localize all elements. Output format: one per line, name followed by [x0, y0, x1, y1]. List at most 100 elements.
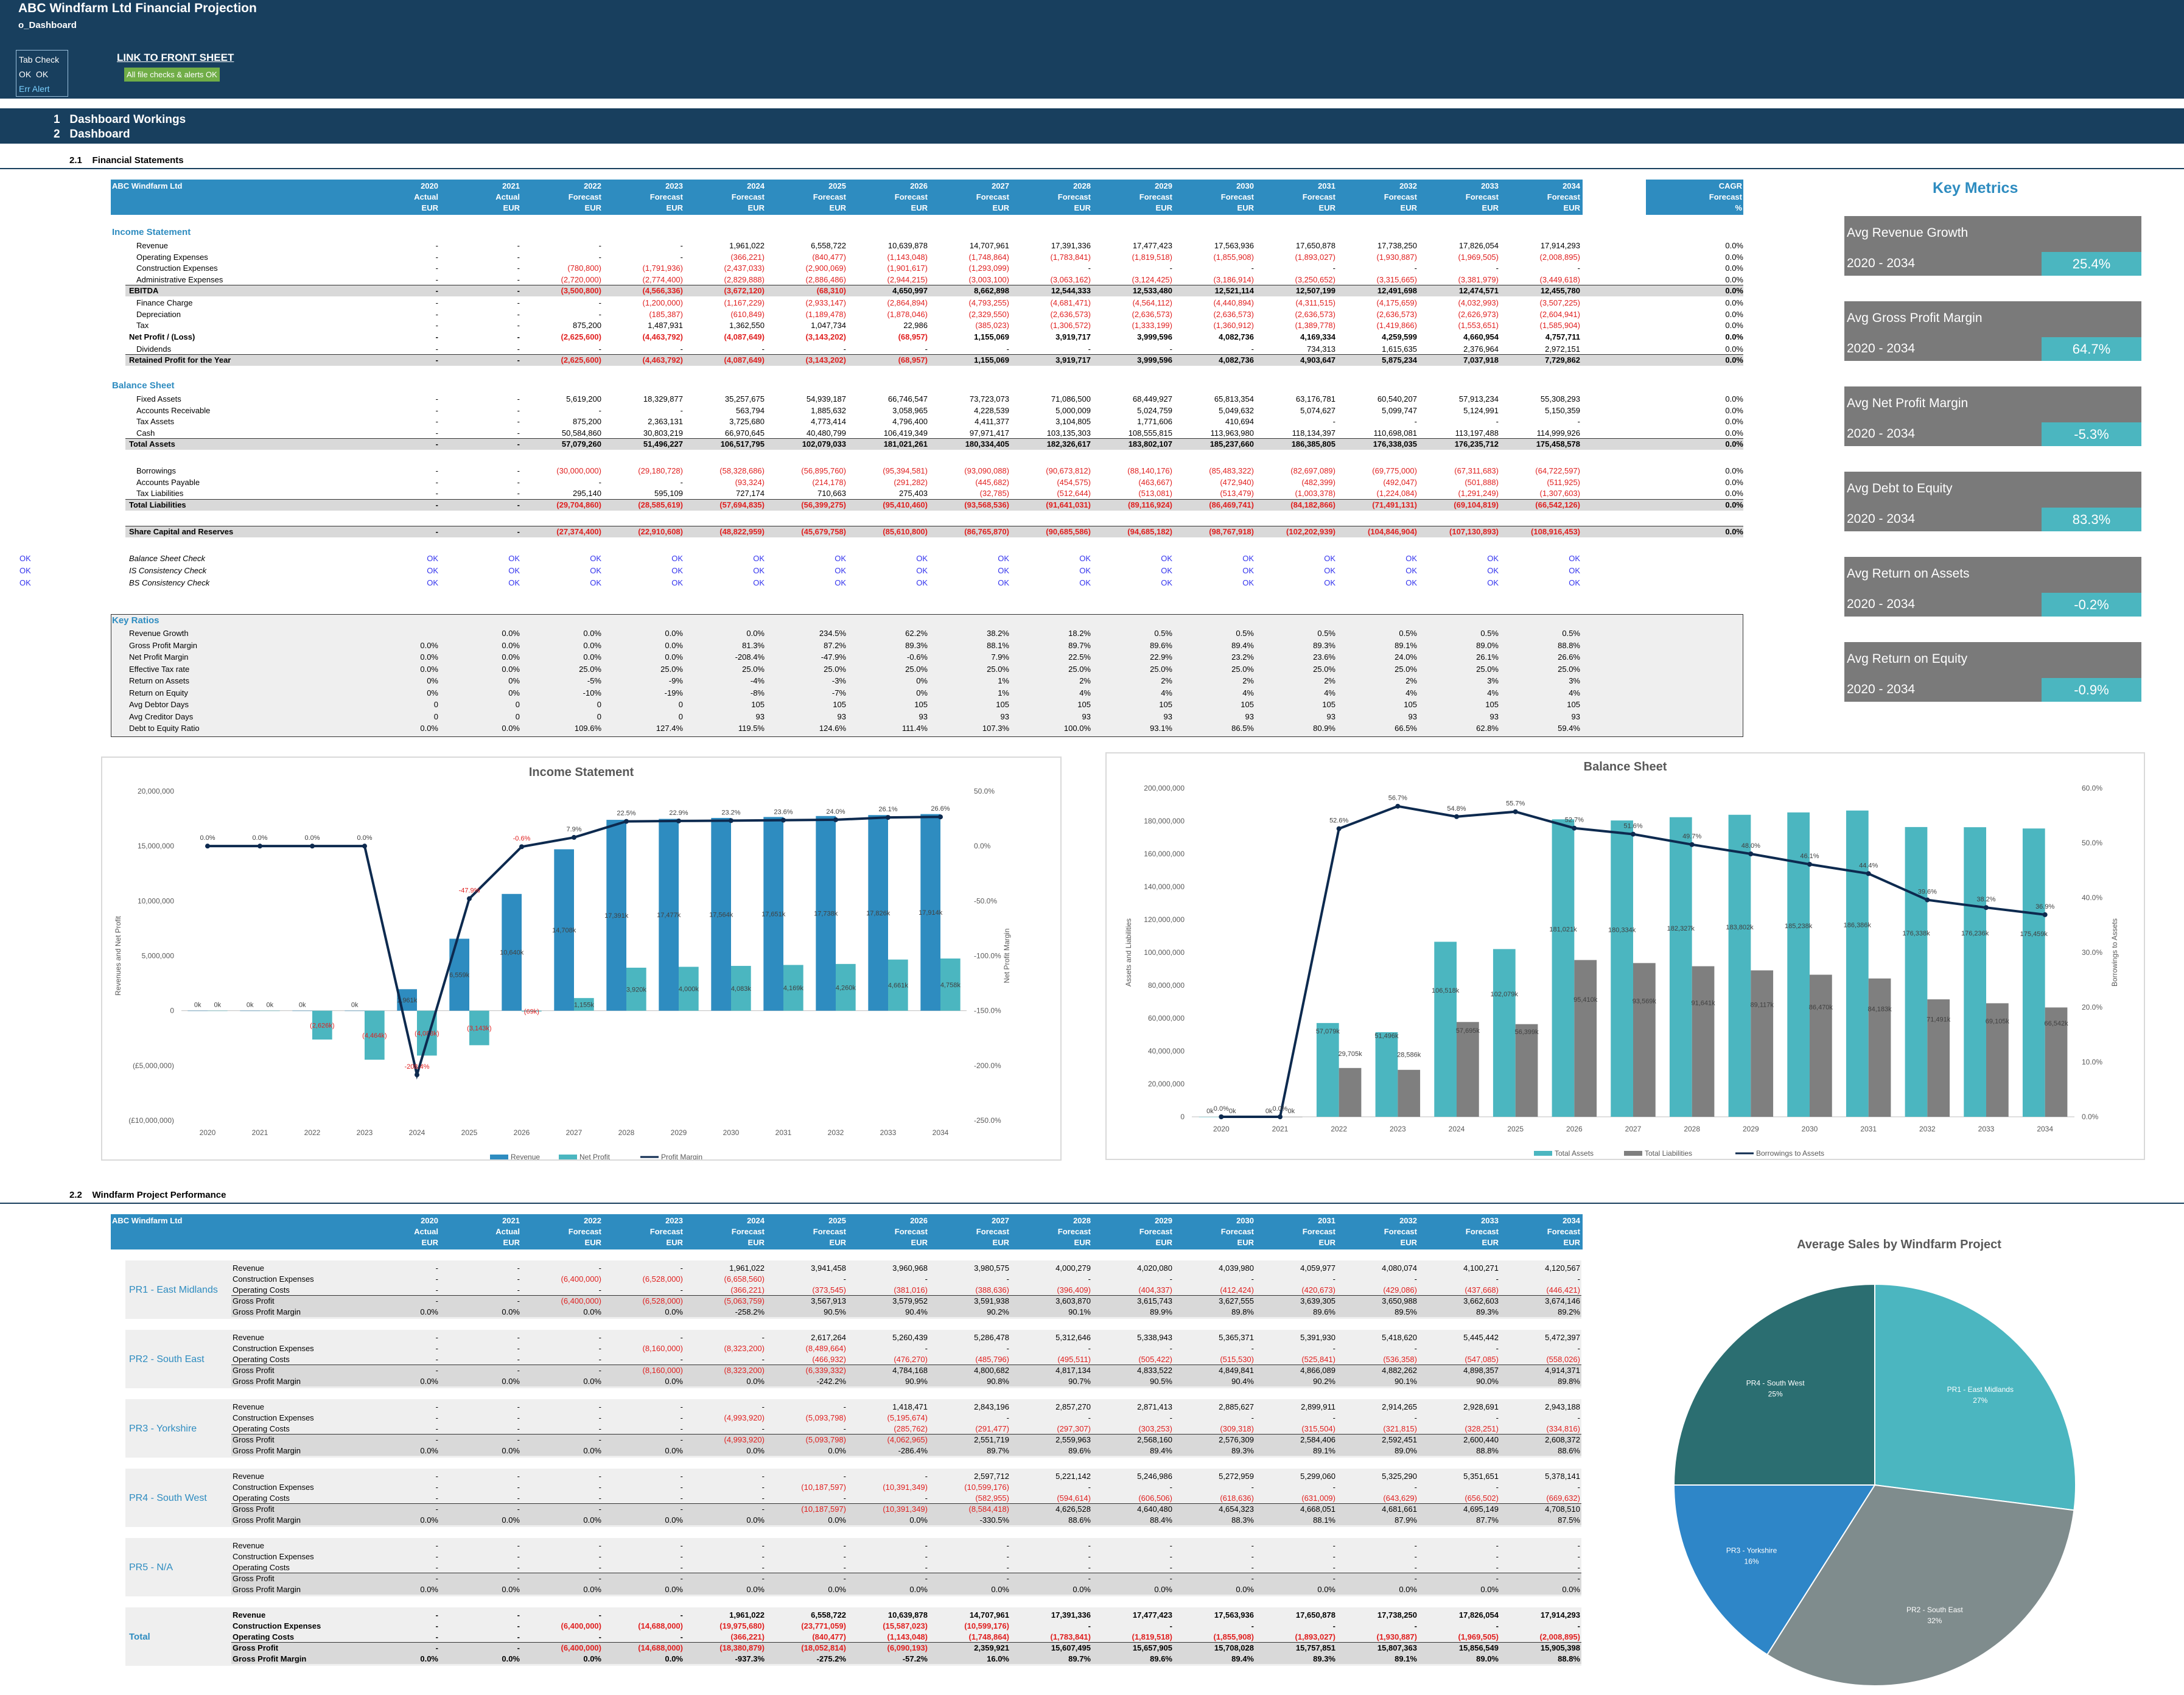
ratio-value: 0 [678, 711, 683, 721]
check-status: OK [998, 578, 1009, 587]
row-value: (95,410,460) [883, 500, 928, 509]
bar-data-label: 4,169k [783, 985, 804, 992]
nav-item-dashboard[interactable]: 2 Dashboard [54, 128, 130, 141]
project-row-value: 17,650,878 [1295, 1610, 1335, 1620]
column-type: Forecast [976, 192, 1009, 201]
bar-total-liabilities [1515, 1024, 1538, 1117]
project-row-value: 0.0% [502, 1515, 520, 1525]
x-tick-label: 2025 [1507, 1125, 1524, 1133]
row-value: - [435, 355, 438, 365]
nav-item-dashboard-workings[interactable]: 1 Dashboard Workings [54, 113, 186, 126]
project-row-value: 0.0% [583, 1377, 601, 1386]
gross-profit-highlight [231, 1375, 1581, 1386]
row-cagr: 0.0% [1725, 264, 1743, 273]
row-value: 3,919,717 [1055, 332, 1091, 341]
bar-data-label: 1,155k [574, 1001, 595, 1008]
line-point [572, 834, 576, 840]
ratio-value: 25.0% [1558, 664, 1580, 674]
project-row-value: - [1496, 1563, 1499, 1572]
ratio-value: 2% [1324, 676, 1335, 685]
row-cagr: 0.0% [1725, 439, 1743, 449]
column-type: Forecast [1057, 1227, 1091, 1236]
project-row-value: -57.2% [902, 1654, 928, 1663]
row-value: 4,796,400 [892, 417, 928, 426]
ratio-value: 0.0% [583, 640, 601, 650]
ratio-value: 4% [1161, 688, 1172, 697]
row-value: (2,944,215) [887, 274, 928, 284]
check-status: OK [1161, 578, 1172, 587]
project-row-value: (303,253) [1138, 1424, 1172, 1433]
ratio-value: -5% [587, 676, 601, 685]
project-row-value: - [1496, 1483, 1499, 1492]
project-row-value: 90.5% [1150, 1377, 1172, 1386]
row-value: (3,186,914) [1213, 274, 1255, 284]
row-value: (454,575) [1057, 477, 1091, 487]
column-type: Forecast [1547, 1227, 1580, 1236]
row-value: (3,500,800) [561, 286, 602, 295]
table-header-band: ABC Windfarm Ltd 2020 Actual EUR 2021 Actual E… [111, 1214, 1583, 1249]
row-value: - [435, 428, 438, 438]
project-row-value: (6,400,000) [561, 1621, 602, 1630]
project-row-value: - [761, 1402, 765, 1411]
project-row-value: - [435, 1494, 438, 1503]
project-row-value: 90.2% [987, 1307, 1009, 1316]
row-value: (1,819,518) [1132, 252, 1173, 262]
project-row-value: - [598, 1552, 601, 1561]
ratio-value: -8% [750, 688, 765, 697]
column-year: 2021 [502, 181, 520, 190]
project-row-value: 17,563,936 [1214, 1610, 1254, 1620]
bar-net-profit [836, 963, 856, 1011]
row-value: - [517, 439, 520, 449]
metric-label: Avg Gross Profit Margin [1847, 311, 1983, 325]
row-value: 17,650,878 [1295, 241, 1335, 250]
column-unit: EUR [584, 1238, 601, 1247]
project-row-label: Construction Expenses [233, 1413, 314, 1422]
y-tick-label: 100,000,000 [1144, 948, 1185, 957]
ratio-value: 1% [998, 676, 1009, 685]
row-value: - [435, 405, 438, 415]
column-year: 2023 [665, 181, 683, 190]
column-unit: EUR [503, 1238, 520, 1247]
ratio-value: 2% [1079, 676, 1091, 685]
row-label: Administrative Expenses [136, 274, 223, 284]
project-row-value: - [517, 1435, 520, 1444]
row-value: 12,474,571 [1458, 286, 1499, 295]
bar-net-profit [469, 1010, 489, 1046]
balance-sheet-chart: Balance Sheet 200,000,000 180,000,000 160,0… [1105, 752, 2145, 1160]
row-label: Finance Charge [136, 298, 193, 307]
project-row-value: 5,299,060 [1300, 1472, 1335, 1481]
project-row-value: -242.2% [816, 1377, 846, 1386]
row-value: 63,176,781 [1295, 394, 1335, 404]
ratio-value: -3% [831, 676, 846, 685]
row-value: (68,957) [898, 332, 928, 341]
row-value: - [435, 241, 438, 250]
row-value: 2,972,151 [1545, 344, 1580, 354]
line-data-label: 51.6% [1623, 823, 1642, 830]
project-row-value: - [598, 1494, 601, 1503]
bar-data-label: 17,477k [657, 912, 681, 919]
bar-data-label: 17,914k [919, 909, 943, 917]
ratio-value: 25.0% [1231, 664, 1254, 674]
row-value: (2,636,573) [1376, 309, 1418, 319]
metric-value: -0.2% [2042, 593, 2141, 617]
row-label: Retained Profit for the Year [129, 355, 231, 365]
project-row-value: - [1332, 1552, 1335, 1561]
project-row-value: (10,187,597) [801, 1505, 846, 1514]
ratio-value: 105 [833, 700, 846, 709]
ratio-value: 89.4% [1231, 640, 1254, 650]
line-point [467, 896, 472, 901]
line-point [624, 819, 629, 824]
project-row-value: 0.0% [746, 1446, 765, 1455]
bar-data-label: 71,491k [1927, 1016, 1951, 1023]
column-unit: EUR [1155, 203, 1172, 212]
check-status: OK [998, 565, 1009, 575]
link-to-front-sheet[interactable]: LINK TO FRONT SHEET [117, 52, 234, 63]
project-row-value: 0.0% [502, 1654, 520, 1663]
row-cagr: 0.0% [1725, 241, 1743, 250]
ratio-value: 119.5% [738, 724, 765, 733]
row-cagr: 0.0% [1725, 321, 1743, 330]
project-row-value: - [1577, 1541, 1580, 1550]
project-row-value: (525,841) [1301, 1355, 1335, 1364]
project-row-value: 90.2% [1313, 1377, 1335, 1386]
check-status: OK [1079, 553, 1091, 563]
